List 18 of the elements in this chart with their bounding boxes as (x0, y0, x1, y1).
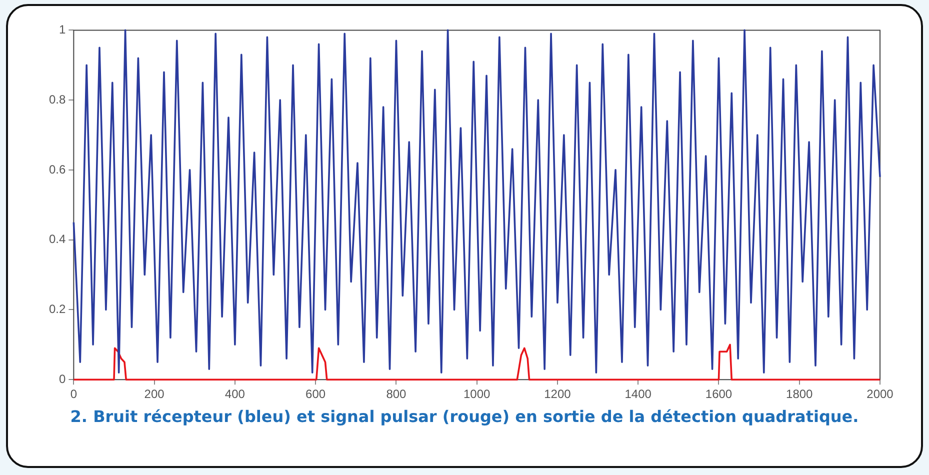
x-tick-label: 1600 (705, 387, 732, 402)
y-tick-label: 0.6 (48, 162, 66, 176)
x-tick-label: 400 (224, 387, 246, 402)
y-tick-label: 0.2 (48, 302, 66, 316)
x-tick-label: 1000 (463, 387, 491, 402)
text: 2. Bruit récepteur (bleu) et signal pulsar (rouge) en sortie de la détection quadratique. (69, 407, 860, 426)
x-tick-label: 200 (144, 387, 165, 402)
x-tick-label: 1400 (624, 387, 652, 402)
x-tick-label: 0 (70, 387, 78, 402)
y-tick-label: 0.4 (48, 232, 66, 246)
y-tick-label: 1 (58, 22, 66, 37)
y-tick-label: 0 (58, 372, 66, 386)
y-tick-label: 0.8 (48, 92, 66, 106)
x-tick-label: 1200 (544, 387, 572, 402)
x-tick-label: 600 (306, 387, 326, 402)
x-tick-label: 800 (386, 387, 407, 402)
x-tick-label: 1800 (786, 387, 814, 402)
x-tick-label: 2000 (866, 387, 894, 402)
